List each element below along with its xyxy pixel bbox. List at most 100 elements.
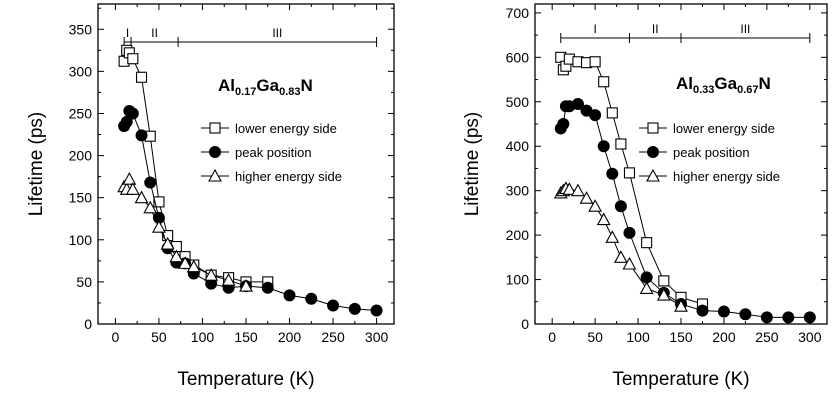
data-point xyxy=(615,138,627,150)
x-tick-label: 0 xyxy=(548,329,556,345)
series-open-triangle xyxy=(553,181,688,312)
data-point xyxy=(589,109,602,122)
data-point xyxy=(760,311,773,324)
data-point xyxy=(597,140,610,153)
x-axis-label: Temperature (K) xyxy=(612,369,749,390)
x-tick-label: 250 xyxy=(755,329,779,345)
legend-entry: peak position xyxy=(201,145,312,160)
series-open-triangle xyxy=(117,172,253,292)
data-point xyxy=(623,226,636,239)
data-point xyxy=(562,182,577,195)
data-point xyxy=(127,53,139,65)
data-point xyxy=(239,278,253,292)
data-point xyxy=(739,308,752,321)
region-label: III xyxy=(272,26,282,40)
legend-marker xyxy=(209,146,221,158)
series-filled-circle xyxy=(118,104,383,317)
y-tick-label: 700 xyxy=(506,5,530,21)
y-axis-label: Lifetime (ps) xyxy=(26,112,47,217)
data-point xyxy=(370,304,383,317)
data-point xyxy=(589,56,601,68)
data-point xyxy=(134,190,149,204)
data-point xyxy=(639,281,654,294)
legend-entry: lower energy side xyxy=(201,121,337,136)
y-tick-label: 350 xyxy=(69,21,93,37)
data-point xyxy=(613,250,628,263)
x-tick-label: 300 xyxy=(365,329,389,345)
data-point xyxy=(261,281,274,294)
data-point xyxy=(606,167,619,180)
data-point xyxy=(557,118,570,130)
data-point xyxy=(674,299,688,312)
data-point xyxy=(204,268,219,281)
y-tick-label: 150 xyxy=(69,190,93,206)
y-tick-label: 400 xyxy=(506,138,530,154)
legend-label: lower energy side xyxy=(673,121,775,136)
legend-entry: higher energy side xyxy=(201,168,342,184)
legend-label: peak position xyxy=(235,145,312,160)
data-point xyxy=(623,167,636,179)
y-tick-label: 0 xyxy=(84,316,92,332)
chart-2: 0 50 100 150 200 250 300 0 100 200 300 400 500 600 700… xyxy=(462,3,828,390)
x-tick-label: 150 xyxy=(234,329,258,345)
data-point xyxy=(803,311,816,324)
x-tick-label: 50 xyxy=(151,329,167,345)
data-point xyxy=(717,305,730,318)
y-tick-label: 200 xyxy=(506,227,530,243)
x-tick-label: 100 xyxy=(191,329,215,345)
data-point xyxy=(640,271,653,284)
legend-marker xyxy=(208,168,222,182)
data-point xyxy=(126,107,139,120)
y-tick-label: 300 xyxy=(69,63,93,79)
x-tick-label: 200 xyxy=(712,329,736,345)
data-point xyxy=(614,200,627,213)
region-label: II xyxy=(151,26,158,40)
x-tick-label: 300 xyxy=(798,329,822,345)
legend-marker xyxy=(647,146,659,158)
legend-label: lower energy side xyxy=(235,121,337,136)
series-open-square xyxy=(555,51,709,310)
data-point xyxy=(144,176,157,189)
plot-frame xyxy=(97,3,395,325)
data-point xyxy=(160,236,175,250)
data-point xyxy=(169,249,184,263)
y-tick-label: 100 xyxy=(506,272,530,288)
data-point xyxy=(656,287,671,301)
data-point xyxy=(348,302,361,315)
y-tick-label: 100 xyxy=(69,232,93,248)
data-point xyxy=(221,273,236,286)
data-point xyxy=(782,311,795,324)
legend-label: peak position xyxy=(673,145,750,160)
data-point xyxy=(605,230,620,243)
legend-entry: peak position xyxy=(639,145,750,160)
data-point xyxy=(622,256,637,270)
y-tick-label: 500 xyxy=(506,94,530,110)
y-tick-label: 200 xyxy=(69,148,93,164)
region-label: III xyxy=(740,22,750,36)
y-tick-label: 0 xyxy=(521,316,529,332)
x-axis-label: Temperature (K) xyxy=(177,369,314,390)
x-tick-label: 50 xyxy=(587,329,603,345)
x-tick-label: 250 xyxy=(321,329,345,345)
data-point xyxy=(283,289,296,302)
legend-entry: lower energy side xyxy=(639,121,775,136)
region-label: II xyxy=(652,22,659,36)
data-point xyxy=(125,182,140,195)
data-point xyxy=(153,196,165,208)
data-point xyxy=(327,299,340,312)
y-axis-label: Lifetime (ps) xyxy=(462,112,483,217)
data-point xyxy=(120,115,133,128)
data-point xyxy=(641,237,653,249)
data-point xyxy=(579,191,594,204)
y-tick-label: 600 xyxy=(506,49,530,65)
data-point xyxy=(596,212,611,226)
legend-entry: higher energy side xyxy=(639,168,780,184)
data-point xyxy=(122,172,137,185)
data-point xyxy=(186,259,201,273)
region-label: I xyxy=(126,26,129,40)
y-tick-label: 50 xyxy=(76,274,92,290)
x-tick-label: 200 xyxy=(278,329,302,345)
legend-label: higher energy side xyxy=(235,169,342,184)
data-point xyxy=(135,129,148,142)
y-tick-label: 300 xyxy=(506,183,530,199)
